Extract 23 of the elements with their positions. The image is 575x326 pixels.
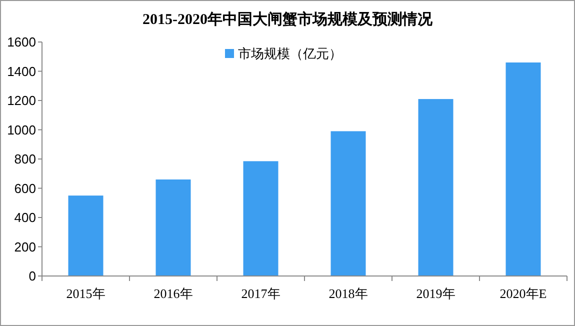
x-tick-label: 2016年 [154,286,193,301]
x-tick-label: 2019年 [416,286,456,301]
bar [506,62,541,276]
bar [330,131,366,276]
legend-label: 市场规模（亿元） [238,46,342,61]
bar [156,179,191,276]
bar [418,99,454,276]
y-tick-label: 1000 [7,122,36,138]
x-tick-label: 2018年 [328,286,368,301]
y-tick-label: 0 [28,268,36,284]
x-tick-label: 2020年E [500,286,547,301]
bar [68,196,104,276]
y-tick-label: 1400 [7,64,36,79]
chart-title: 2015-2020年中国大闸蟹市场规模及预测情况 [142,10,434,28]
y-tick-label: 400 [14,210,36,226]
y-tick-label: 1200 [7,93,36,108]
x-tick-label: 2015年 [66,286,106,301]
bar [243,161,278,276]
y-tick-label: 800 [14,152,36,167]
y-tick-label: 200 [14,239,36,254]
x-tick-label: 2017年 [241,286,280,301]
y-tick-label: 1600 [7,34,36,50]
y-tick-label: 600 [14,180,36,196]
